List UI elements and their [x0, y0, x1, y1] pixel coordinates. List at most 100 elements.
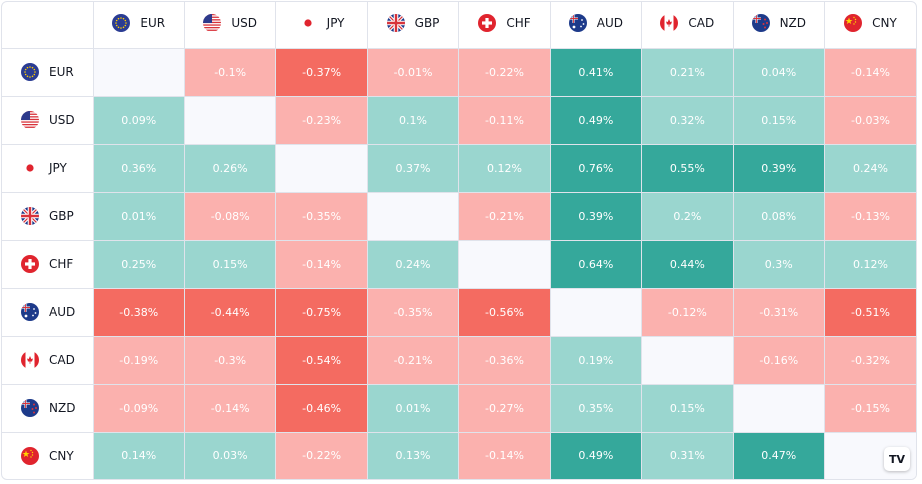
heatmap-cell[interactable]: 0.19% — [550, 336, 643, 385]
heatmap-cell[interactable]: 0.15% — [641, 384, 734, 433]
row-header-cny[interactable]: CNY — [2, 432, 94, 479]
heatmap-cell[interactable]: -0.16% — [733, 336, 826, 385]
heatmap-cell[interactable]: -0.22% — [458, 48, 551, 97]
heatmap-cell[interactable]: -0.54% — [275, 336, 368, 385]
heatmap-cell[interactable]: -0.09% — [93, 384, 185, 433]
heatmap-cell[interactable]: -0.03% — [824, 96, 916, 145]
column-header-jpy[interactable]: JPY — [275, 2, 368, 49]
column-header-chf[interactable]: CHF — [458, 2, 551, 49]
heatmap-cell[interactable]: 0.04% — [733, 48, 826, 97]
heatmap-cell[interactable]: 0.41% — [550, 48, 643, 97]
heatmap-cell[interactable]: -0.46% — [275, 384, 368, 433]
heatmap-cell[interactable]: 0.15% — [184, 240, 277, 289]
heatmap-cell[interactable]: -0.22% — [275, 432, 368, 479]
heatmap-cell[interactable]: -0.31% — [733, 288, 826, 337]
heatmap-cell[interactable]: -0.13% — [824, 192, 916, 241]
diagonal-cell — [275, 144, 368, 193]
row-header-label: CAD — [49, 353, 75, 368]
row-header-usd[interactable]: USD — [2, 96, 94, 145]
column-header-aud[interactable]: AUD — [550, 2, 643, 49]
eu-flag-icon — [112, 14, 131, 33]
heatmap-cell[interactable]: 0.31% — [641, 432, 734, 479]
heatmap-cell[interactable]: 0.24% — [367, 240, 460, 289]
column-header-label: CHF — [506, 16, 531, 31]
heatmap-cell[interactable]: -0.14% — [275, 240, 368, 289]
heatmap-cell[interactable]: 0.08% — [733, 192, 826, 241]
heatmap-cell[interactable]: -0.37% — [275, 48, 368, 97]
column-header-cad[interactable]: CAD — [641, 2, 734, 49]
row-header-cad[interactable]: CAD — [2, 336, 94, 385]
diagonal-cell — [458, 240, 551, 289]
heatmap-cell[interactable]: 0.25% — [93, 240, 185, 289]
heatmap-cell[interactable]: 0.55% — [641, 144, 734, 193]
heatmap-cell[interactable]: -0.14% — [824, 48, 916, 97]
row-header-nzd[interactable]: NZD — [2, 384, 94, 433]
heatmap-cell[interactable]: -0.14% — [184, 384, 277, 433]
heatmap-cell[interactable]: 0.21% — [641, 48, 734, 97]
heatmap-cell[interactable]: -0.32% — [824, 336, 916, 385]
heatmap-cell[interactable]: 0.12% — [824, 240, 916, 289]
heatmap-cell[interactable]: 0.39% — [733, 144, 826, 193]
row-jpy: JPY 0.36% 0.26% 0.37% 0.12% 0.76% 0.55% 0.39% 0.… — [2, 144, 916, 193]
heatmap-cell[interactable]: -0.08% — [184, 192, 277, 241]
heatmap-cell[interactable]: 0.44% — [641, 240, 734, 289]
heatmap-cell[interactable]: 0.49% — [550, 96, 643, 145]
heatmap-cell[interactable]: -0.36% — [458, 336, 551, 385]
heatmap-cell[interactable]: -0.75% — [275, 288, 368, 337]
heatmap-cell[interactable]: -0.3% — [184, 336, 277, 385]
column-header-gbp[interactable]: GBP — [367, 2, 460, 49]
heatmap-cell[interactable]: -0.12% — [641, 288, 734, 337]
heatmap-cell[interactable]: 0.2% — [641, 192, 734, 241]
heatmap-cell[interactable]: 0.01% — [93, 192, 185, 241]
heatmap-cell[interactable]: 0.32% — [641, 96, 734, 145]
heatmap-cell[interactable]: -0.21% — [458, 192, 551, 241]
heatmap-cell[interactable]: -0.27% — [458, 384, 551, 433]
row-header-jpy[interactable]: JPY — [2, 144, 94, 193]
heatmap-cell[interactable]: 0.12% — [458, 144, 551, 193]
heatmap-cell[interactable]: -0.21% — [367, 336, 460, 385]
heatmap-cell[interactable]: 0.35% — [550, 384, 643, 433]
heatmap-cell[interactable]: -0.23% — [275, 96, 368, 145]
heatmap-cell[interactable]: -0.19% — [93, 336, 185, 385]
row-usd: USD 0.09% -0.23% 0.1% -0.11% 0.49% 0.32% 0.15% -… — [2, 96, 916, 145]
heatmap-cell[interactable]: 0.39% — [550, 192, 643, 241]
heatmap-cell[interactable]: 0.14% — [93, 432, 185, 479]
column-header-label: USD — [231, 16, 257, 31]
row-header-aud[interactable]: AUD — [2, 288, 94, 337]
heatmap-cell[interactable]: 0.24% — [824, 144, 916, 193]
heatmap-cell[interactable]: 0.03% — [184, 432, 277, 479]
heatmap-cell[interactable]: 0.36% — [93, 144, 185, 193]
heatmap-cell[interactable]: -0.35% — [367, 288, 460, 337]
heatmap-cell[interactable]: 0.09% — [93, 96, 185, 145]
row-header-gbp[interactable]: GBP — [2, 192, 94, 241]
heatmap-cell[interactable]: -0.1% — [184, 48, 277, 97]
heatmap-cell[interactable]: 0.37% — [367, 144, 460, 193]
tradingview-logo-icon[interactable]: TV — [884, 447, 910, 471]
heatmap-cell[interactable]: -0.44% — [184, 288, 277, 337]
diagonal-cell — [93, 48, 185, 97]
heatmap-cell[interactable]: 0.26% — [184, 144, 277, 193]
row-header-eur[interactable]: EUR — [2, 48, 94, 97]
heatmap-cell[interactable]: 0.47% — [733, 432, 826, 479]
heatmap-cell[interactable]: -0.56% — [458, 288, 551, 337]
heatmap-cell[interactable]: 0.49% — [550, 432, 643, 479]
heatmap-cell[interactable]: 0.3% — [733, 240, 826, 289]
heatmap-cell[interactable]: 0.13% — [367, 432, 460, 479]
heatmap-cell[interactable]: 0.15% — [733, 96, 826, 145]
column-header-eur[interactable]: EUR — [93, 2, 185, 49]
heatmap-cell[interactable]: -0.35% — [275, 192, 368, 241]
heatmap-cell[interactable]: 0.1% — [367, 96, 460, 145]
heatmap-cell[interactable]: -0.01% — [367, 48, 460, 97]
column-header-nzd[interactable]: NZD — [733, 2, 826, 49]
heatmap-cell[interactable]: -0.14% — [458, 432, 551, 479]
row-header-chf[interactable]: CHF — [2, 240, 94, 289]
column-header-usd[interactable]: USD — [184, 2, 277, 49]
heatmap-cell[interactable]: -0.51% — [824, 288, 916, 337]
heatmap-cell[interactable]: -0.38% — [93, 288, 185, 337]
column-header-cny[interactable]: CNY — [824, 2, 916, 49]
heatmap-cell[interactable]: -0.15% — [824, 384, 916, 433]
heatmap-cell[interactable]: 0.76% — [550, 144, 643, 193]
heatmap-cell[interactable]: 0.01% — [367, 384, 460, 433]
heatmap-cell[interactable]: 0.64% — [550, 240, 643, 289]
heatmap-cell[interactable]: -0.11% — [458, 96, 551, 145]
